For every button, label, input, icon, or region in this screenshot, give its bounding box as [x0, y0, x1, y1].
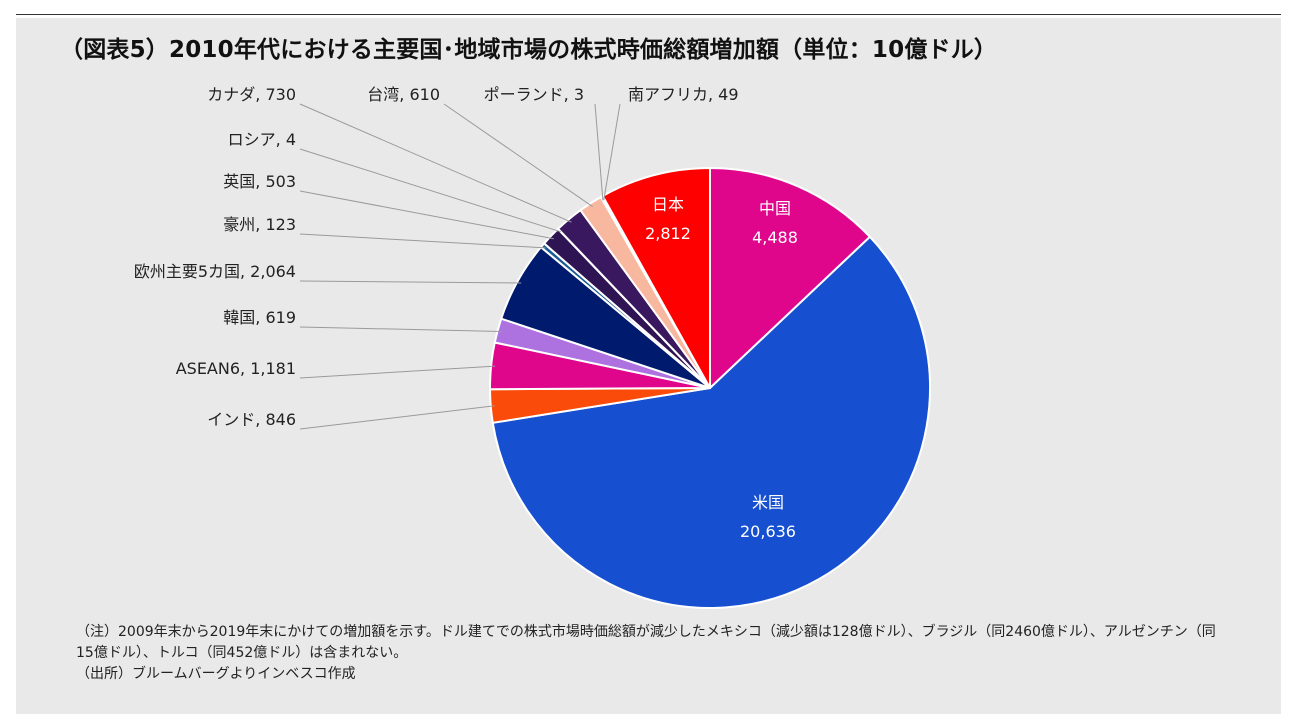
slice-label-slice-12: 南アフリカ, 49 [628, 85, 739, 104]
note-text: （注）2009年末から2019年末にかけての増加額を示す。ドル建てでの株式市場時… [76, 624, 1216, 661]
chart-notes: （注）2009年末から2019年末にかけての増加額を示す。ドル建てでの株式市場時… [76, 622, 1216, 685]
slice-label-slice-8: ロシア, 4 [228, 130, 296, 149]
slice-label-slice-1: 米国 [752, 493, 784, 512]
slice-label-slice-0: 中国 [759, 199, 791, 218]
slice-label-5: 欧州主要5カ国, 2,064 [134, 262, 296, 281]
leader-line-slice-6 [299, 233, 546, 249]
source-text: （出所）ブルームバーグよりインベスコ作成 [76, 666, 356, 682]
slice-label-slice-6: 豪州, 123 [223, 215, 296, 234]
leader-line-slice-12 [603, 103, 621, 200]
slice-label-asean6: ASEAN6, 1,181 [176, 359, 296, 378]
leader-line-slice-2 [299, 405, 495, 430]
chart-title: （図表5）2010年代における主要国･地域市場の株式時価総額増加額（単位：10億… [60, 37, 998, 63]
slice-label-slice-11: ポーランド, 3 [484, 85, 584, 104]
pie-slice-slice-0 [709, 167, 871, 389]
slice-label-slice-9: カナダ, 730 [207, 85, 296, 104]
slice-value-slice-1: 20,636 [740, 522, 796, 541]
slice-label-slice-2: インド, 846 [207, 410, 296, 429]
leader-line-slice-4 [299, 326, 502, 332]
slice-label-slice-4: 韓国, 619 [223, 308, 296, 327]
leader-line-5 [299, 280, 522, 284]
pie-slice-slice-1 [491, 235, 931, 609]
leader-line-slice-11 [594, 103, 604, 201]
slice-label-slice-7: 英国, 503 [223, 172, 296, 191]
leader-line-slice-9 [299, 103, 572, 223]
slice-value-slice-13: 2,812 [645, 224, 691, 243]
leader-line-asean6 [299, 365, 496, 379]
leader-line-slice-7 [299, 190, 554, 240]
leader-line-slice-8 [299, 148, 561, 233]
top-rule [16, 14, 1281, 15]
slice-label-slice-10: 台湾, 610 [367, 85, 440, 104]
leader-line-slice-10 [443, 103, 593, 208]
pie-slice-slice-13 [601, 167, 711, 389]
slice-value-slice-0: 4,488 [752, 228, 798, 247]
slice-label-slice-13: 日本 [652, 195, 684, 214]
